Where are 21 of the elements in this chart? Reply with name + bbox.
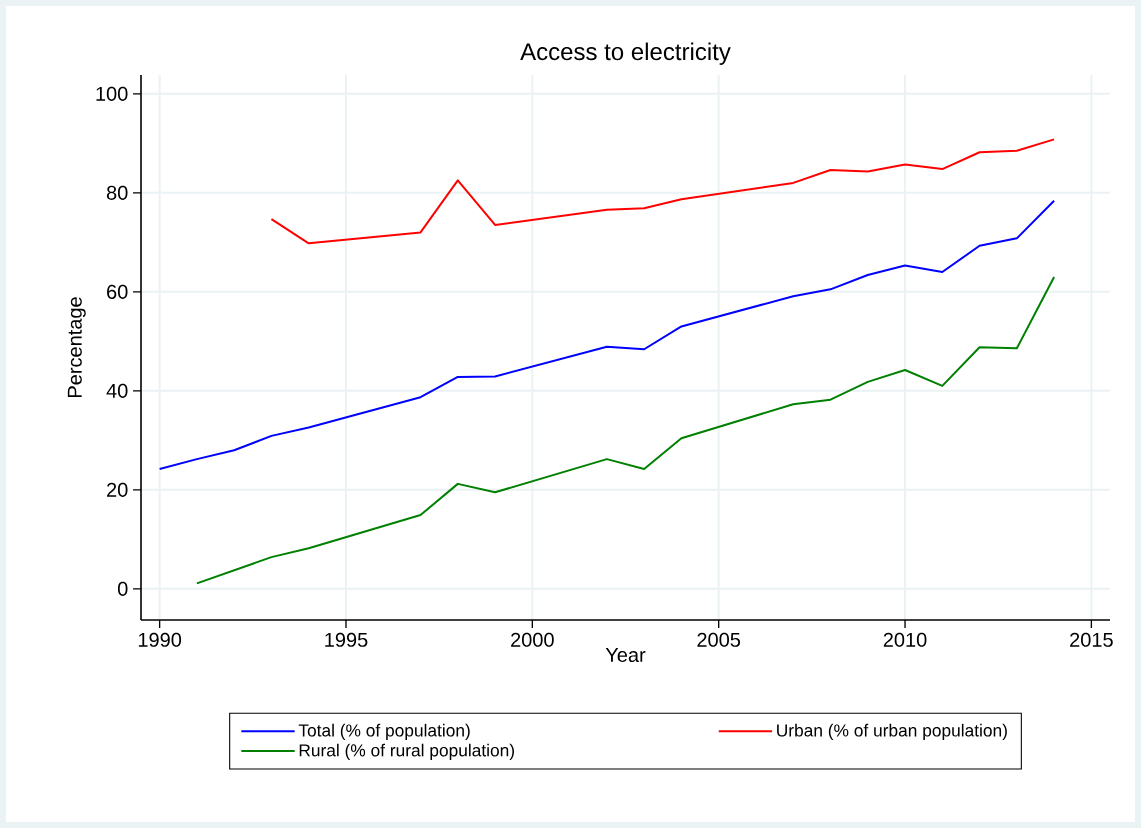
y-tick-label: 80 xyxy=(106,185,128,200)
x-tick-label: 2005 xyxy=(697,632,741,647)
x-tick-label: 2000 xyxy=(511,632,554,647)
y-tick-label: 60 xyxy=(107,284,128,299)
y-tick-label: 40 xyxy=(106,383,128,398)
x-tick-label: 1990 xyxy=(138,632,182,647)
x-tick-label: 2010 xyxy=(883,632,927,647)
y-tick-label: 100 xyxy=(96,86,128,101)
legend-label: Rural (% of rural population) xyxy=(299,743,514,760)
line-series xyxy=(195,275,1056,585)
y-axis-title: Percentage xyxy=(67,297,86,398)
legend-label: Total (% of population) xyxy=(298,723,470,741)
chart-title: Access to electricity xyxy=(520,42,731,65)
y-tick-label: 0 xyxy=(117,581,128,596)
y-tick-label: 20 xyxy=(107,482,128,497)
line-series xyxy=(270,138,1056,245)
x-tick-label: 2015 xyxy=(1070,632,1113,647)
x-axis-title: Year xyxy=(605,648,646,662)
x-tick-label: 1995 xyxy=(325,632,368,647)
line-series xyxy=(158,199,1056,471)
legend-label: Urban (% of urban population) xyxy=(777,723,1007,741)
